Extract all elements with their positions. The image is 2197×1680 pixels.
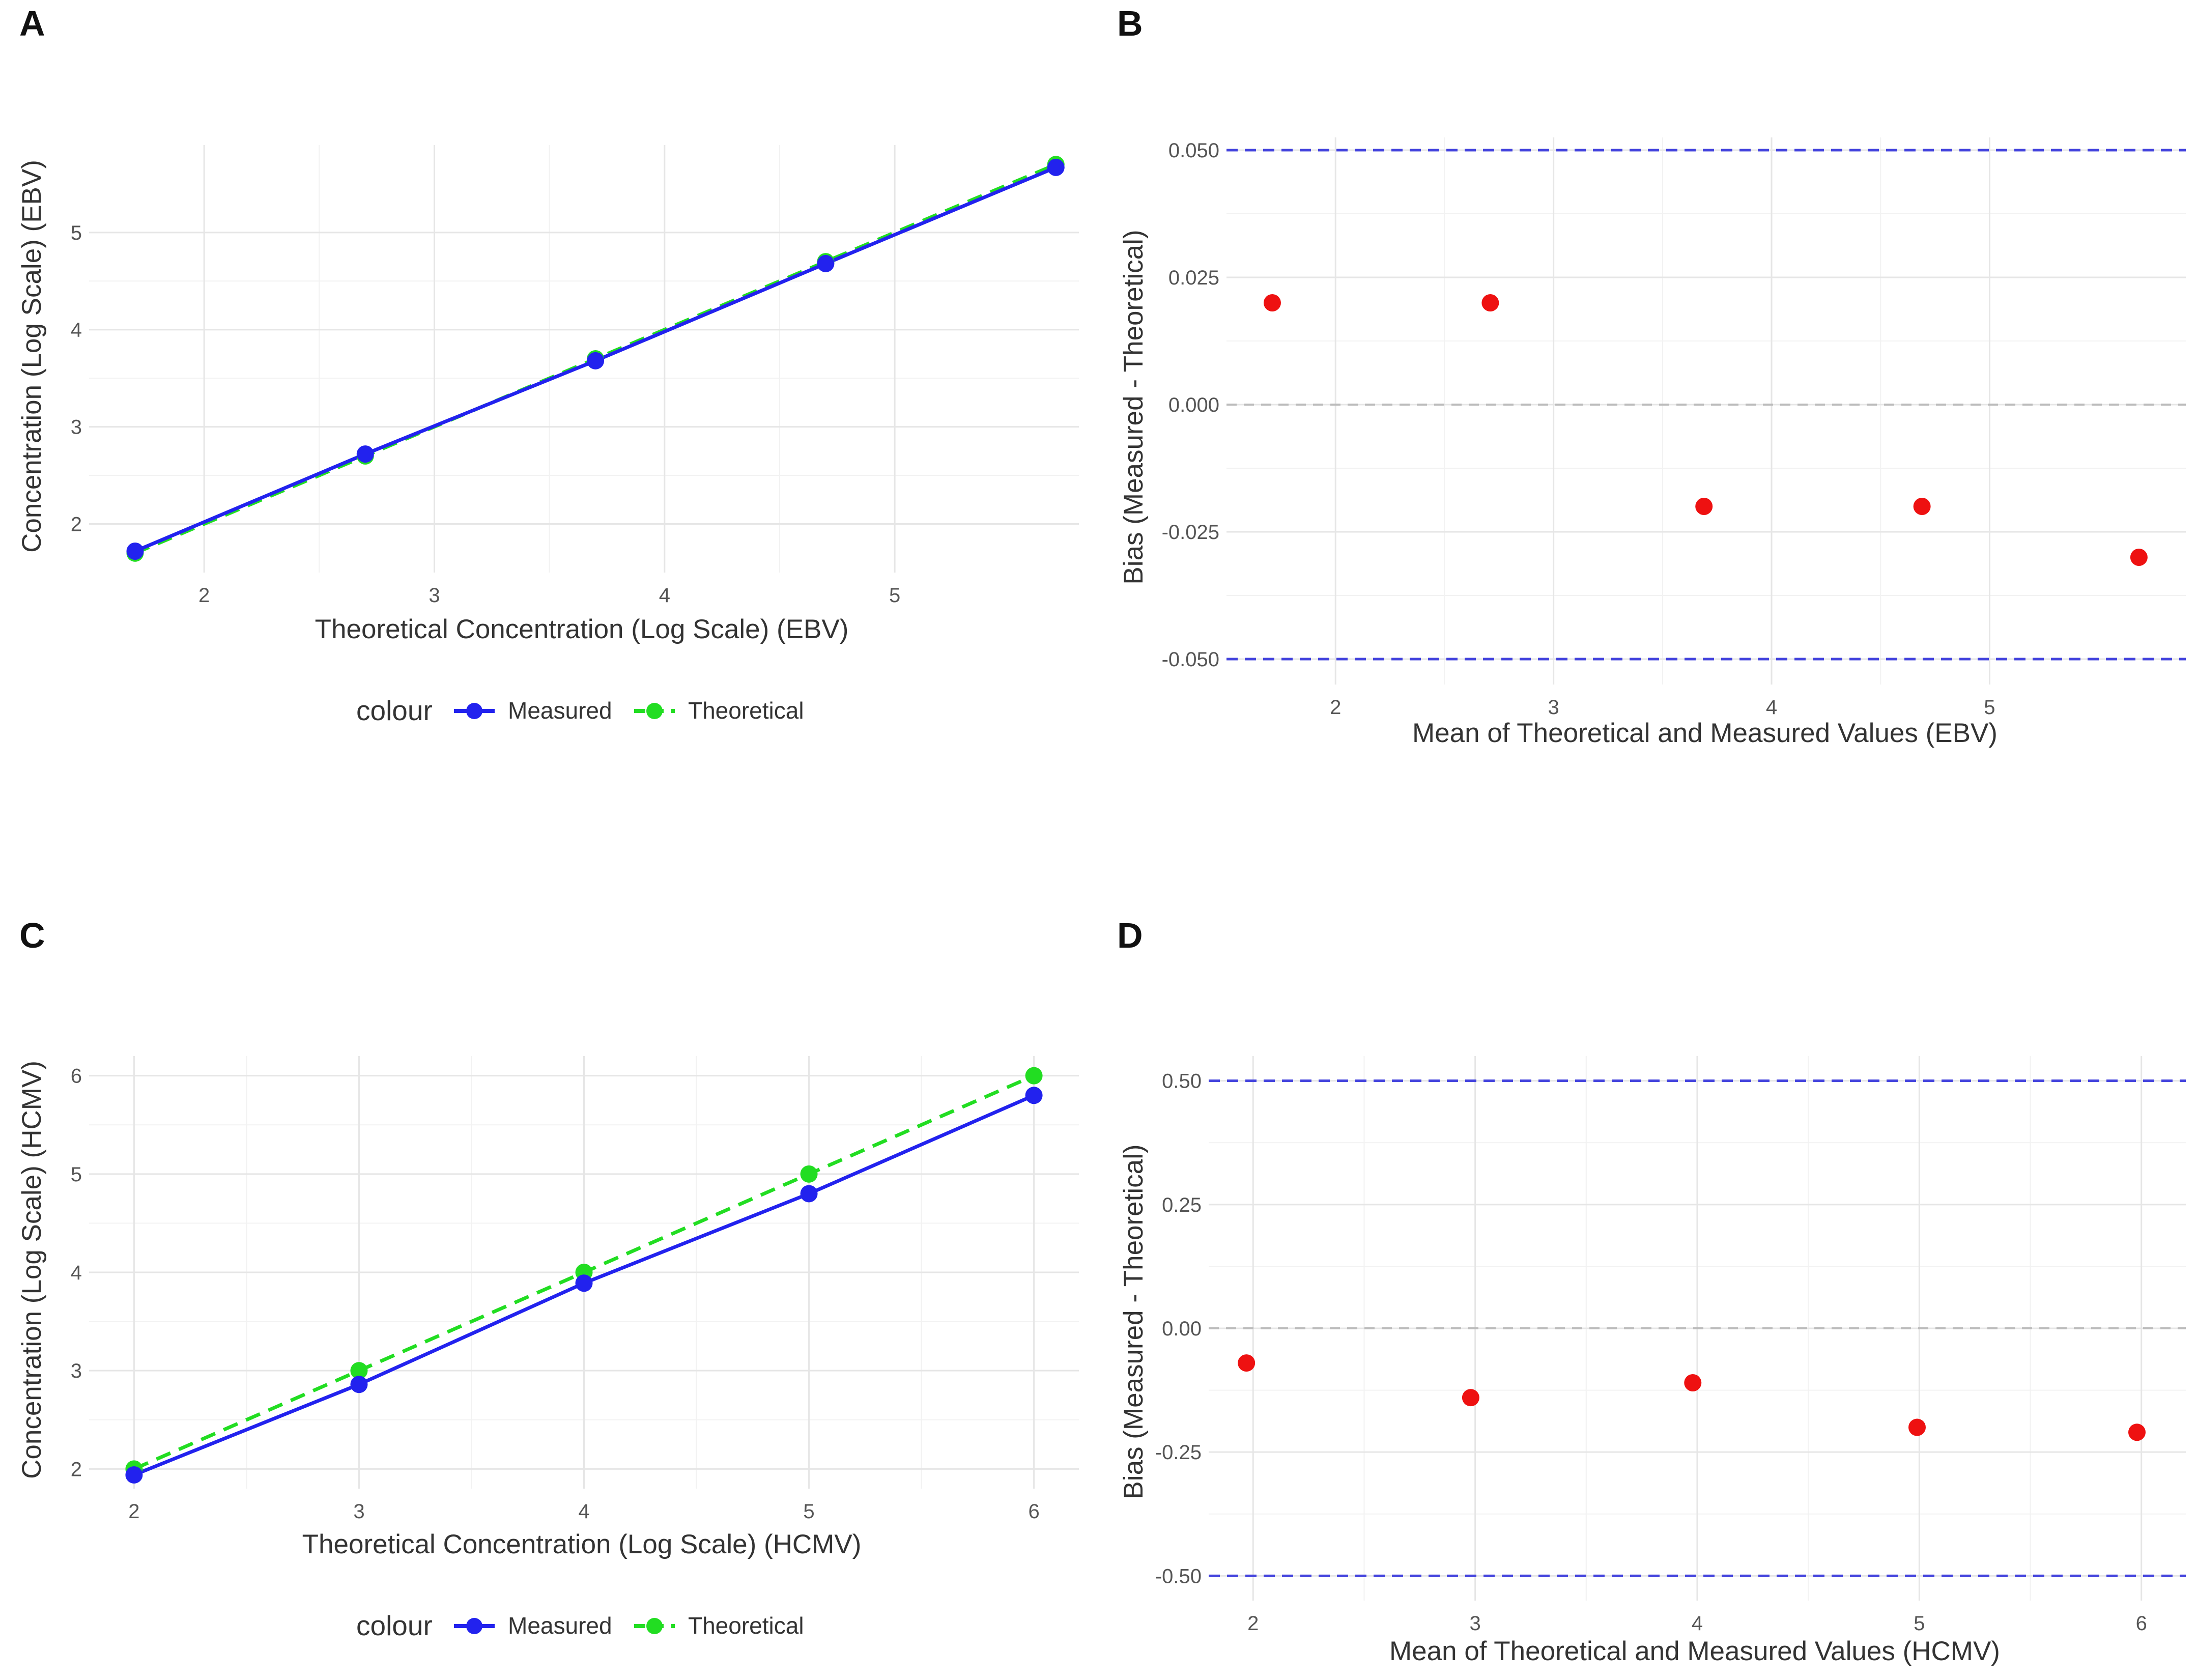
data-point-measured xyxy=(356,445,374,463)
x-tick-label: 3 xyxy=(1548,696,1559,719)
y-tick-label: 0.025 xyxy=(1168,267,1219,289)
data-point-theoretical xyxy=(800,1165,818,1183)
panel-c-plot: 2 3 4 5 6 2 3 4 5 6 xyxy=(71,1056,1079,1523)
x-axis-label: Mean of Theoretical and Measured Values … xyxy=(1412,718,1998,748)
data-point xyxy=(1684,1374,1702,1391)
data-point xyxy=(1263,294,1281,311)
data-point-measured xyxy=(125,1466,143,1484)
data-point-theoretical xyxy=(1025,1067,1043,1085)
legend-title: colour xyxy=(356,1610,433,1641)
y-tick-label: 0.50 xyxy=(1162,1070,1202,1093)
panel-d-plot: 2 3 4 5 6 -0.50 -0.25 0.00 0.25 0.50 xyxy=(1155,1056,2186,1635)
y-tick-label: 0.050 xyxy=(1168,139,1219,162)
legend-theoretical-marker xyxy=(646,703,663,719)
y-axis-label: Concentration (Log Scale) (HCMV) xyxy=(17,1061,47,1479)
y-tick-label: 0.00 xyxy=(1162,1318,1202,1340)
x-tick-label: 2 xyxy=(198,584,210,607)
legend-label-measured: Measured xyxy=(508,697,612,724)
x-tick-label: 3 xyxy=(1470,1612,1481,1635)
data-point-theoretical xyxy=(350,1362,368,1380)
y-tick-label: 4 xyxy=(71,1262,82,1284)
y-tick-label: 2 xyxy=(71,514,82,536)
data-point xyxy=(1238,1354,1256,1372)
data-point xyxy=(1913,498,1931,515)
y-tick-label: -0.25 xyxy=(1155,1441,1202,1464)
panel-a-plot: 2 3 4 5 2 3 4 5 xyxy=(71,145,1079,607)
legend-label-theoretical: Theoretical xyxy=(688,697,804,724)
data-point-measured xyxy=(126,543,144,560)
legend-theoretical-marker xyxy=(646,1618,663,1634)
data-point xyxy=(2130,549,2148,566)
y-tick-label: 0.000 xyxy=(1168,394,1219,416)
panel-letter: A xyxy=(19,4,45,43)
y-tick-label: 3 xyxy=(71,416,82,439)
y-tick-label: 5 xyxy=(71,222,82,244)
legend-measured-marker xyxy=(466,1618,482,1634)
data-point xyxy=(1462,1389,1479,1407)
y-tick-label: 0.25 xyxy=(1162,1194,1202,1216)
x-tick-label: 3 xyxy=(429,584,440,607)
x-tick-label: 6 xyxy=(2136,1612,2147,1635)
x-axis-label: Theoretical Concentration (Log Scale) (H… xyxy=(302,1529,862,1559)
y-tick-label: 6 xyxy=(71,1065,82,1088)
panel-a: A 2 3 4 5 2 3 4 5 Theoretical Concentration (Lo… xyxy=(17,4,1079,726)
x-axis-label: Theoretical Concentration (Log Scale) (E… xyxy=(315,614,849,644)
legend-title: colour xyxy=(356,695,433,726)
data-point xyxy=(1908,1418,1926,1436)
data-point-measured xyxy=(575,1274,593,1292)
y-tick-label: 5 xyxy=(71,1163,82,1186)
data-point xyxy=(2128,1423,2146,1441)
x-axis-label: Mean of Theoretical and Measured Values … xyxy=(1389,1636,2000,1666)
x-tick-label: 4 xyxy=(1766,696,1777,719)
y-tick-label: 3 xyxy=(71,1360,82,1382)
x-tick-label: 2 xyxy=(1247,1612,1259,1635)
data-point-measured xyxy=(817,254,835,272)
x-tick-label: 5 xyxy=(1914,1612,1925,1635)
panel-letter: C xyxy=(19,916,45,955)
legend-measured-marker xyxy=(466,703,482,719)
legend: colour Measured Theoretical xyxy=(356,695,804,726)
data-point xyxy=(1695,498,1713,515)
panel-c: C 2 3 4 5 6 2 3 4 5 6 Theoretical Concentration (… xyxy=(17,916,1079,1641)
x-tick-label: 2 xyxy=(1330,696,1341,719)
x-tick-label: 6 xyxy=(1028,1500,1039,1523)
panel-b-plot: 2 3 4 5 -0.050 -0.025 0.000 0.025 0.050 xyxy=(1162,137,2186,719)
x-tick-label: 4 xyxy=(578,1500,589,1523)
x-tick-label: 5 xyxy=(803,1500,814,1523)
legend-label-measured: Measured xyxy=(508,1612,612,1639)
x-tick-label: 5 xyxy=(1984,696,1995,719)
x-tick-label: 4 xyxy=(659,584,670,607)
y-axis-label: Bias (Measured - Theoretical) xyxy=(1119,1144,1149,1499)
panel-letter: D xyxy=(1117,916,1143,955)
y-tick-label: 4 xyxy=(71,319,82,341)
panel-d: D 2 3 4 5 6 -0.50 -0.25 0.00 0.25 0.50 Mean of Th… xyxy=(1117,916,2186,1666)
data-point xyxy=(1481,294,1499,311)
y-tick-label: -0.50 xyxy=(1155,1565,1202,1587)
legend-label-theoretical: Theoretical xyxy=(688,1612,804,1639)
data-point-measured xyxy=(350,1376,368,1393)
x-tick-label: 5 xyxy=(889,584,900,607)
data-point-measured xyxy=(587,352,605,369)
y-axis-label: Bias (Measured - Theoretical) xyxy=(1119,230,1149,584)
data-point-measured xyxy=(1025,1087,1043,1104)
y-tick-label: -0.050 xyxy=(1162,648,1219,671)
y-tick-label: -0.025 xyxy=(1162,521,1219,544)
panel-b: B 2 3 4 5 -0.050 -0.025 0.000 0.025 0.050 Mean o… xyxy=(1117,4,2186,748)
panel-letter: B xyxy=(1117,4,1143,43)
x-tick-label: 2 xyxy=(128,1500,139,1523)
x-tick-label: 3 xyxy=(353,1500,364,1523)
y-tick-label: 2 xyxy=(71,1458,82,1480)
legend: colour Measured Theoretical xyxy=(356,1610,804,1641)
y-axis-label: Concentration (Log Scale) (EBV) xyxy=(17,160,47,553)
data-point-measured xyxy=(1047,158,1065,176)
x-tick-label: 4 xyxy=(1692,1612,1703,1635)
data-point-measured xyxy=(800,1185,818,1203)
